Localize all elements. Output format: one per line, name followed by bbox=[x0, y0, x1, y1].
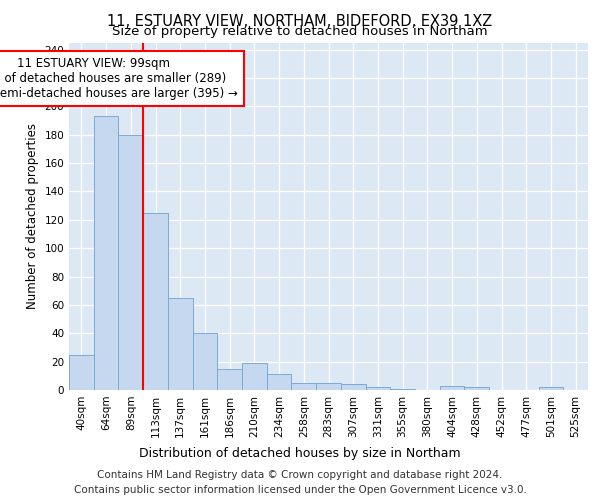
Bar bbox=[193, 334, 217, 390]
Text: 11, ESTUARY VIEW, NORTHAM, BIDEFORD, EX39 1XZ: 11, ESTUARY VIEW, NORTHAM, BIDEFORD, EX3… bbox=[107, 14, 493, 29]
Bar bbox=[292, 383, 316, 390]
Y-axis label: Number of detached properties: Number of detached properties bbox=[26, 123, 39, 309]
Bar bbox=[143, 212, 168, 390]
Bar bbox=[69, 354, 94, 390]
Bar bbox=[464, 387, 489, 390]
Text: Size of property relative to detached houses in Northam: Size of property relative to detached ho… bbox=[112, 25, 488, 38]
Bar bbox=[440, 386, 464, 390]
Bar bbox=[390, 388, 415, 390]
Bar bbox=[316, 383, 341, 390]
Bar bbox=[341, 384, 365, 390]
Bar bbox=[168, 298, 193, 390]
Bar bbox=[365, 387, 390, 390]
Bar bbox=[267, 374, 292, 390]
Bar bbox=[539, 387, 563, 390]
Text: Contains HM Land Registry data © Crown copyright and database right 2024.
Contai: Contains HM Land Registry data © Crown c… bbox=[74, 470, 526, 495]
Text: 11 ESTUARY VIEW: 99sqm
← 42% of detached houses are smaller (289)
57% of semi-de: 11 ESTUARY VIEW: 99sqm ← 42% of detached… bbox=[0, 56, 238, 100]
Bar bbox=[94, 116, 118, 390]
Text: Distribution of detached houses by size in Northam: Distribution of detached houses by size … bbox=[139, 448, 461, 460]
Bar bbox=[242, 363, 267, 390]
Bar bbox=[118, 134, 143, 390]
Bar bbox=[217, 368, 242, 390]
